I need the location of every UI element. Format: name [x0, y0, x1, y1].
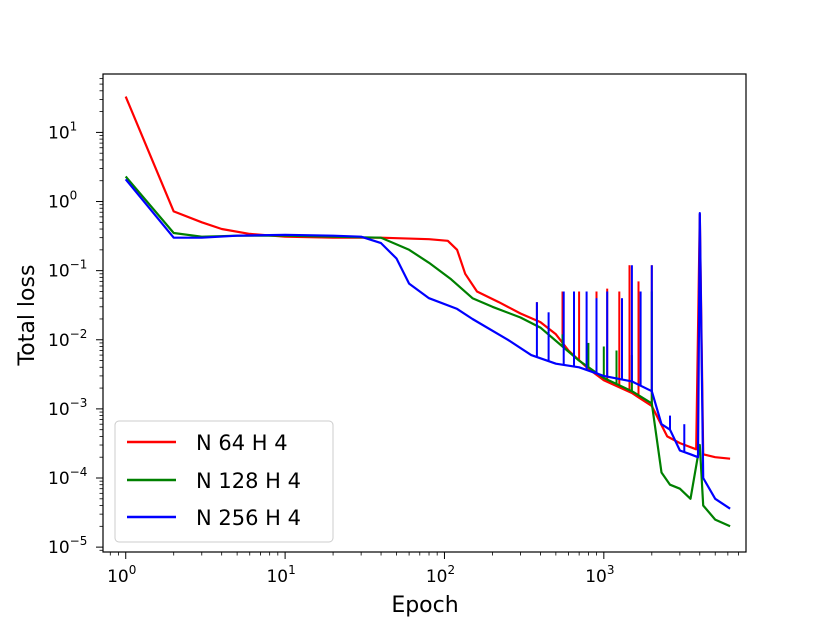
legend-label-n256: N 256 H 4 [196, 506, 301, 530]
series-line-2 [124, 178, 731, 510]
legend: N 64 H 4 N 128 H 4 N 256 H 4 [114, 420, 334, 543]
y-axis-title: Total loss [15, 265, 40, 367]
x-tick-label: 100 [107, 563, 136, 587]
legend-label-n128: N 128 H 4 [196, 469, 301, 493]
x-axis-title: Epoch [391, 593, 458, 618]
legend-label-n64: N 64 H 4 [196, 431, 288, 455]
series-layer [124, 96, 731, 528]
legend-box [114, 420, 334, 543]
plot-frame [102, 73, 747, 553]
